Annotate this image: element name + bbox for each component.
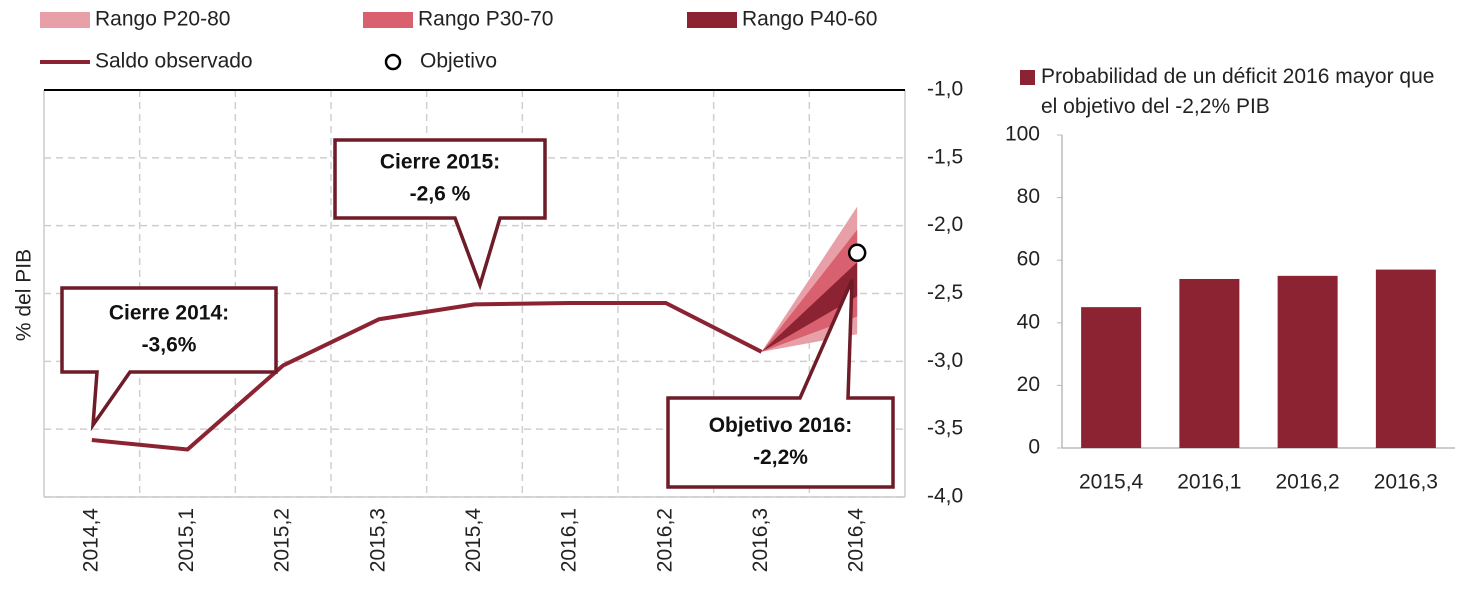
annotation: -2,6 % xyxy=(410,183,471,206)
y-tick-label: -2,5 xyxy=(927,281,963,304)
x-tick-label: 2016,4 xyxy=(845,508,868,573)
x-tick-label: 2015,2 xyxy=(271,508,294,572)
y-tick-label: 40 xyxy=(1017,310,1040,333)
x-tick-label: 2016,1 xyxy=(558,508,581,572)
legend-swatch xyxy=(1020,70,1035,85)
target-point xyxy=(847,243,867,263)
bar xyxy=(1375,269,1436,448)
y-axis-label: % del PIB xyxy=(13,249,36,341)
legend-swatch xyxy=(687,12,737,28)
fan-band xyxy=(761,262,858,352)
x-tick-label: 2015,4 xyxy=(1079,471,1144,494)
legend-swatch xyxy=(363,12,413,28)
y-tick-label: -1,0 xyxy=(927,78,963,101)
legend-label: Rango P40-60 xyxy=(742,8,877,31)
y-tick-label: 80 xyxy=(1017,185,1040,208)
y-tick-label: -3,0 xyxy=(927,349,963,372)
legend-label: Objetivo xyxy=(420,50,497,73)
legend-swatch xyxy=(384,53,402,71)
legend-label: Saldo observado xyxy=(95,50,253,73)
annotation: -2,2% xyxy=(753,446,808,469)
callout-box xyxy=(333,138,547,291)
legend-swatch xyxy=(40,12,90,28)
bar xyxy=(1277,275,1338,448)
annotation: -3,6% xyxy=(142,334,197,357)
legend-label: Probabilidad de un déficit 2016 mayor qu… xyxy=(1041,65,1435,118)
y-tick-label: -2,0 xyxy=(927,213,963,236)
y-tick-label: -1,5 xyxy=(927,145,963,168)
y-tick-label: 0 xyxy=(1028,436,1040,459)
bar xyxy=(1081,307,1142,448)
callout-box xyxy=(60,286,278,432)
x-tick-label: 2016,3 xyxy=(1374,471,1438,494)
callout-box xyxy=(666,279,895,489)
x-tick-label: 2015,4 xyxy=(462,508,485,573)
legend: Probabilidad de un déficit 2016 mayor qu… xyxy=(1020,62,1450,122)
legend-label: Rango P30-70 xyxy=(418,8,553,31)
y-tick-label: 100 xyxy=(1005,123,1040,146)
line xyxy=(91,300,763,452)
x-tick-label: 2016,1 xyxy=(1177,471,1241,494)
x-tick-label: 2014,4 xyxy=(79,508,102,573)
legend-label: Rango P20-80 xyxy=(95,8,230,31)
annotation: Objetivo 2016: xyxy=(709,414,853,437)
y-tick-label: 60 xyxy=(1017,248,1040,271)
y-tick-label: -4,0 xyxy=(927,485,963,508)
y-tick-label: -3,5 xyxy=(927,417,963,440)
x-tick-label: 2016,3 xyxy=(749,508,772,572)
y-tick-label: 20 xyxy=(1017,373,1040,396)
x-tick-label: 2016,2 xyxy=(1276,471,1340,494)
x-tick-label: 2015,3 xyxy=(366,508,389,572)
annotation: Cierre 2014: xyxy=(109,302,229,325)
x-tick-label: 2015,1 xyxy=(175,508,198,572)
annotation: Cierre 2015: xyxy=(380,151,500,174)
bar xyxy=(1179,278,1240,448)
x-tick-label: 2016,2 xyxy=(653,508,676,572)
